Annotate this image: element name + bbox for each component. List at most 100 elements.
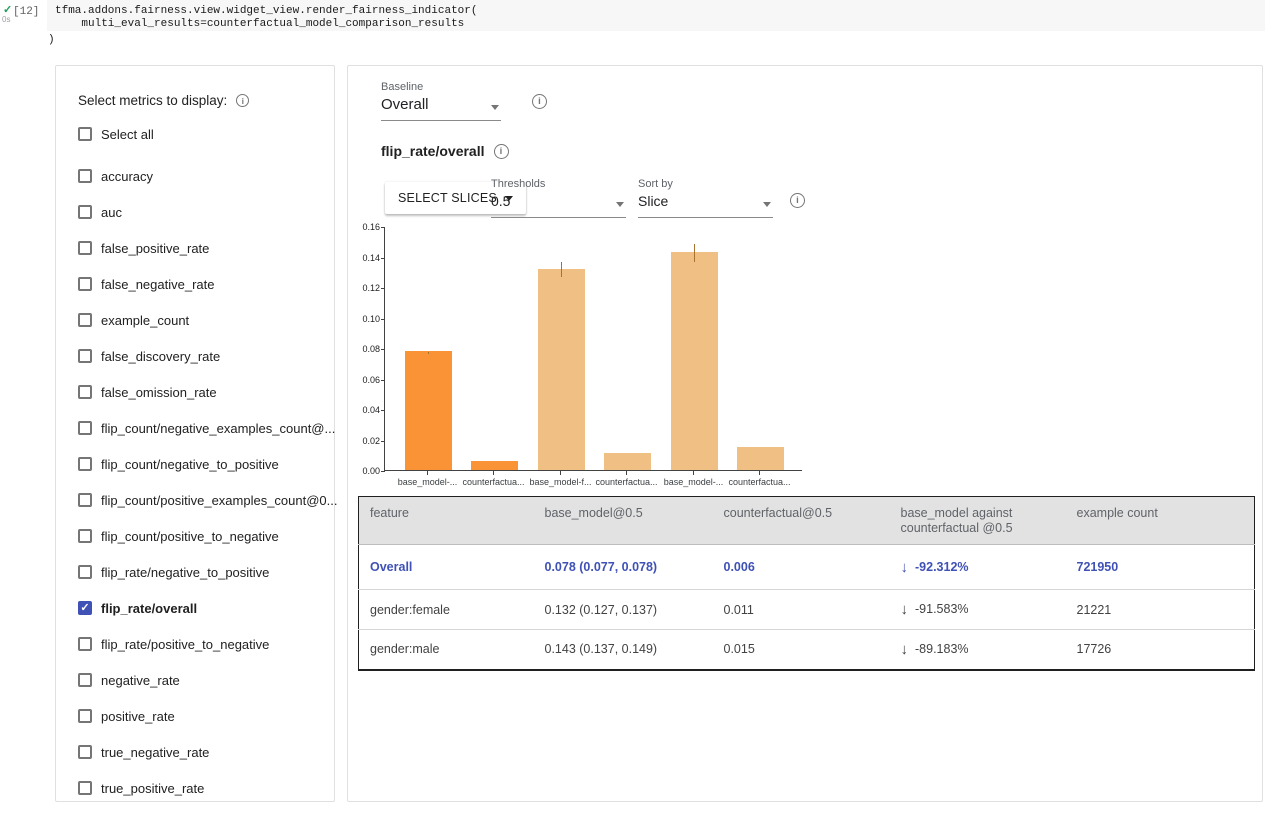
checkbox-icon[interactable] (78, 205, 92, 219)
arrow-down-icon: ↓ (900, 640, 909, 658)
metric-option-flip_count/positive_to_negative[interactable]: flip_count/positive_to_negative (56, 518, 334, 554)
y-axis-tick-label: 0.02 (362, 435, 380, 446)
checkbox-icon[interactable] (78, 313, 92, 327)
y-axis-tick (381, 379, 385, 381)
x-axis-label: counterfactua... (728, 477, 791, 487)
baseline-info-icon[interactable]: i (532, 94, 547, 109)
table-row-gender:male[interactable]: gender:male 0.143 (0.137, 0.149) 0.015 ↓ -89… (359, 630, 1255, 670)
bar-base_model-f...[interactable] (538, 269, 585, 470)
checkbox-icon[interactable] (78, 709, 92, 723)
cell-feature: gender:male (370, 642, 440, 657)
cell-counterfactual: 0.006 (723, 560, 755, 574)
metric-option-false_positive_rate[interactable]: false_positive_rate (56, 230, 334, 266)
metric-option-example_count[interactable]: example_count (56, 302, 334, 338)
checkbox-checked-icon[interactable] (78, 601, 92, 615)
cell-counterfactual: 0.011 (723, 602, 754, 617)
y-axis-tick (381, 227, 385, 228)
select-slices-button[interactable]: SELECT SLICES (385, 182, 526, 214)
bar-counterfactua...[interactable] (471, 461, 518, 470)
metric-option-false_discovery_rate[interactable]: false_discovery_rate (56, 338, 334, 374)
bar-counterfactua...[interactable] (737, 447, 784, 470)
thresholds-select[interactable]: 0.5 (491, 190, 626, 218)
checkbox-icon[interactable] (78, 421, 92, 435)
metric-option-flip_count/negative_examples_count@...[interactable]: flip_count/negative_examples_count@... (56, 410, 335, 446)
metrics-panel-title: Select metrics to display: (78, 93, 228, 108)
metric-option-label: true_negative_rate (101, 744, 210, 760)
table-row-gender:female[interactable]: gender:female 0.132 (0.127, 0.137) 0.011 ↓ -… (358, 590, 1255, 630)
y-axis-tick-label: 0.08 (362, 344, 380, 354)
bar-base_model-...[interactable] (671, 252, 718, 470)
y-axis-tick-label: 0.04 (362, 405, 380, 415)
col-feature: feature (358, 496, 534, 545)
metric-option-accuracy[interactable]: accuracy (56, 158, 334, 194)
metric-option-label: flip_count/negative_to_positive (101, 456, 279, 472)
code-editor[interactable] (47, 0, 1265, 31)
y-axis-tick (381, 288, 385, 289)
metric-option-label: flip_rate/negative_to_positive (101, 564, 270, 580)
checkbox-icon[interactable] (78, 565, 92, 579)
bar-chart-plot (384, 227, 802, 471)
code-line: multi_eval_results=counterfactual_model_… (55, 18, 465, 30)
against-value: -89.183% (915, 641, 969, 656)
cell-example-count: 21221 (1076, 602, 1112, 617)
error-bar (428, 352, 429, 354)
metrics-info-icon[interactable]: i (236, 94, 250, 107)
sort-by-select[interactable]: Slice (638, 190, 773, 218)
sort-by-label: Sort by (638, 178, 673, 190)
metric-option-flip_rate/positive_to_negative[interactable]: flip_rate/positive_to_negative (56, 626, 334, 662)
checkbox-icon[interactable] (78, 127, 92, 141)
metric-option-label: true_positive_rate (101, 780, 205, 796)
bar-base_model-...[interactable] (405, 351, 452, 470)
checkbox-icon[interactable] (78, 349, 92, 363)
metrics-panel-header: Select metrics to display: i (78, 93, 334, 108)
x-axis-tick (693, 471, 694, 475)
metric-option-flip_rate/overall[interactable]: flip_rate/overall (56, 590, 334, 626)
y-axis-tick (381, 440, 385, 442)
x-axis-tick (493, 471, 494, 475)
metric-option-true_positive_rate[interactable]: true_positive_rate (56, 770, 334, 806)
metric-option-true_negative_rate[interactable]: true_negative_rate (56, 734, 334, 770)
metric-option-flip_rate/negative_to_positive[interactable]: flip_rate/negative_to_positive (56, 554, 334, 590)
metric-option-negative_rate[interactable]: negative_rate (56, 662, 334, 698)
y-axis-tick-label: 0.10 (362, 313, 380, 324)
metric-option-Select all[interactable]: Select all (56, 116, 334, 152)
checkbox-icon[interactable] (78, 385, 92, 399)
y-axis-tick-label: 0.14 (362, 252, 380, 263)
metric-info-icon[interactable]: i (493, 143, 509, 159)
checkbox-icon[interactable] (78, 493, 92, 507)
checkbox-icon[interactable] (78, 637, 92, 651)
chart-info-icon[interactable]: i (790, 193, 805, 208)
checkbox-icon[interactable] (78, 745, 92, 759)
checkbox-icon[interactable] (78, 169, 92, 183)
metric-option-label: flip_count/positive_to_negative (101, 528, 279, 544)
col-example-count: example count (1065, 496, 1255, 545)
metric-option-false_omission_rate[interactable]: false_omission_rate (56, 374, 334, 410)
cell-base-model: 0.143 (0.137, 0.149) (544, 642, 658, 657)
checkbox-icon[interactable] (78, 277, 92, 291)
thresholds-label: Thresholds (491, 178, 546, 190)
x-axis-tick (626, 471, 627, 475)
metric-option-false_negative_rate[interactable]: false_negative_rate (56, 266, 334, 302)
checkbox-icon[interactable] (78, 673, 92, 687)
chevron-down-icon (763, 202, 771, 207)
x-axis-tick (759, 471, 760, 475)
code-line: tfma.addons.fairness.view.widget_view.re… (55, 5, 478, 17)
metric-option-label: false_discovery_rate (101, 348, 221, 364)
arrow-down-icon: ↓ (900, 601, 909, 618)
checkbox-icon[interactable] (78, 457, 92, 471)
table-row-Overall[interactable]: Overall 0.078 (0.077, 0.078) 0.006 ↓ -92.312… (358, 545, 1255, 590)
cell-feature: Overall (370, 560, 413, 574)
metric-option-auc[interactable]: auc (56, 194, 334, 230)
checkbox-icon[interactable] (78, 529, 92, 543)
metric-option-flip_count/positive_examples_count@0...[interactable]: flip_count/positive_examples_count@0... (56, 482, 338, 518)
col-base-model: base_model@0.5 (533, 496, 713, 545)
checkbox-icon[interactable] (78, 781, 92, 795)
y-axis-tick (381, 257, 385, 259)
cell-example-count: 17726 (1076, 642, 1112, 657)
bar-counterfactua...[interactable] (604, 453, 651, 470)
metric-option-positive_rate[interactable]: positive_rate (56, 698, 334, 734)
metric-option-flip_count/negative_to_positive[interactable]: flip_count/negative_to_positive (56, 446, 334, 482)
x-axis-label: counterfactua... (595, 477, 658, 487)
checkbox-icon[interactable] (78, 241, 92, 255)
baseline-select[interactable]: Overall (381, 93, 501, 121)
